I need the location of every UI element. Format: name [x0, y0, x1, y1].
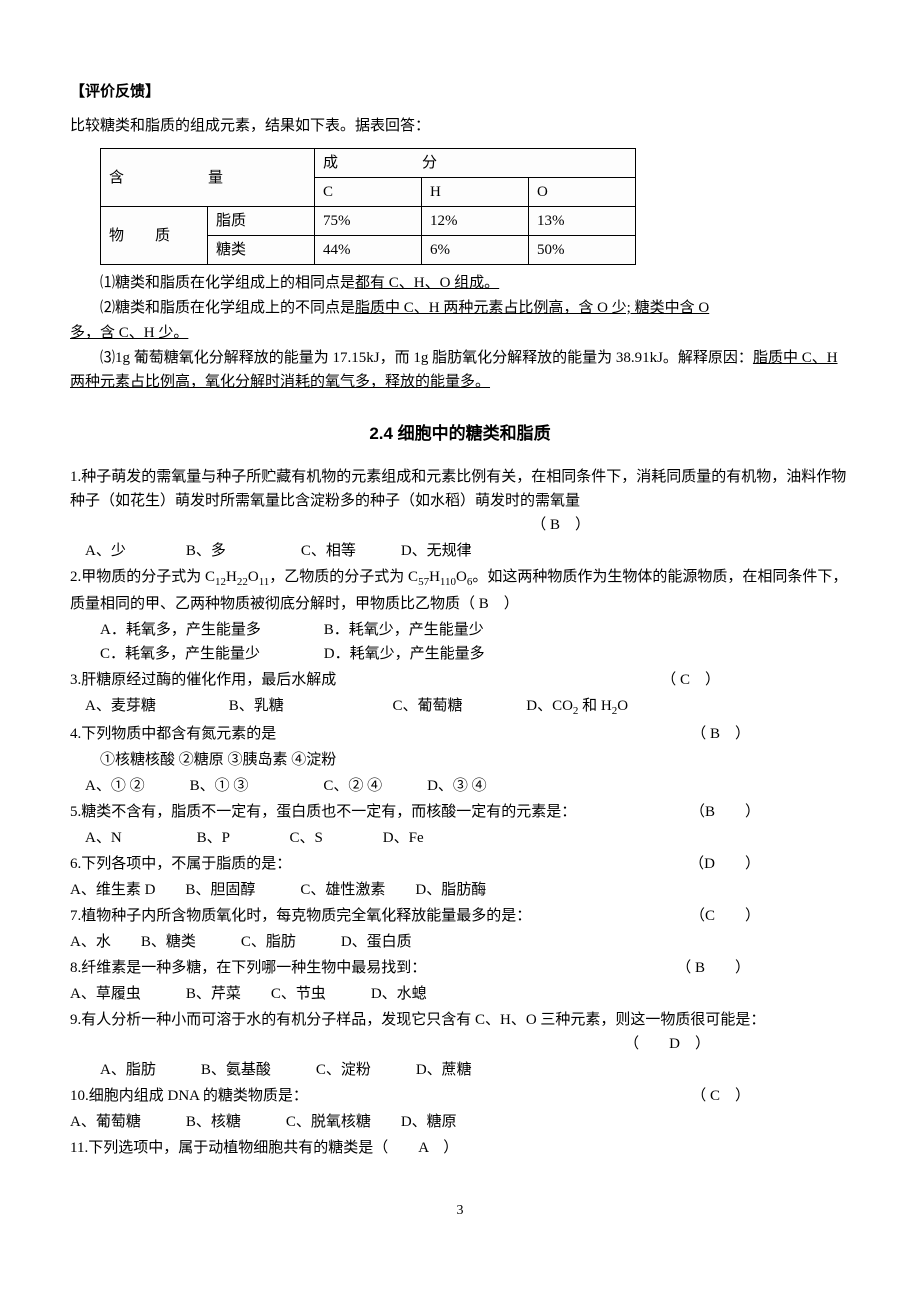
q1-text: 1.种子萌发的需氧量与种子所贮藏有机物的元素组成和元素比例有关，在相同条件下，消… [70, 469, 846, 509]
q2-t5: H [429, 569, 440, 585]
q7-answer: （C ） [690, 904, 850, 928]
q10-options: A、葡萄糖 B、核糖 C、脱氧核糖 D、糖原 [70, 1110, 850, 1134]
question-4: 4.下列物质中都含有氮元素的是 （ B ） [70, 722, 850, 746]
composition-table: 含 量 成 分 C H O 物 质 脂质 75% 12% 13% 糖类 44% … [100, 148, 636, 265]
q10-text: 10.细胞内组成 DNA 的糖类物质是： [70, 1088, 308, 1104]
answer-3: ⑶1g 葡萄糖氧化分解释放的能量为 17.15kJ，而 1g 脂肪氧化分解释放的… [70, 346, 850, 394]
q7-text: 7.植物种子内所含物质氧化时，每克物质完全氧化释放能量最多的是： [70, 908, 531, 924]
a2-answer-part1: 脂质中 C、H 两种元素占比例高，含 O 少; 糖类中含 O [355, 300, 709, 316]
answer-1: ⑴糖类和脂质在化学组成上的相同点是都有 C、H、O 组成。 [70, 271, 850, 295]
answer-2-line1: ⑵糖类和脂质在化学组成上的不同点是脂质中 C、H 两种元素占比例高，含 O 少;… [70, 296, 850, 320]
lipid-h: 12% [422, 207, 529, 236]
th-h: H [422, 178, 529, 207]
th-component: 成 分 [315, 149, 636, 178]
q8-answer: （ B ） [676, 956, 850, 980]
q2-t4: ，乙物质的分子式为 C [269, 569, 418, 585]
question-6: 6.下列各项中，不属于脂质的是： （D ） [70, 852, 850, 876]
q2-s4: 57 [418, 576, 429, 588]
feedback-intro: 比较糖类和脂质的组成元素，结果如下表。据表回答： [70, 114, 850, 138]
q1-answer: （ B ） [531, 513, 850, 537]
q2-s3: 11 [259, 576, 270, 588]
q3d2: 和 H [578, 698, 611, 714]
q8-text: 8.纤维素是一种多糖，在下列哪一种生物中最易找到： [70, 960, 426, 976]
lipid-c: 75% [315, 207, 422, 236]
page-number: 3 [70, 1200, 850, 1222]
q2-options-row2: C．耗氧多，产生能量少 D．耗氧少，产生能量多 [100, 642, 850, 666]
a2-answer-part2: 多，含 C、H 少。 [70, 325, 188, 341]
row-sugar-label: 糖类 [208, 236, 315, 265]
feedback-header: 【评价反馈】 [70, 80, 850, 104]
answer-2-line2: 多，含 C、H 少。 [70, 321, 850, 345]
q3d3: O [617, 698, 628, 714]
q2-t3: O [248, 569, 259, 585]
q5-answer: （B ） [690, 800, 850, 824]
q2-t1: 2.甲物质的分子式为 C [70, 569, 215, 585]
question-1: 1.种子萌发的需氧量与种子所贮藏有机物的元素组成和元素比例有关，在相同条件下，消… [70, 465, 850, 537]
q6-text: 6.下列各项中，不属于脂质的是： [70, 856, 291, 872]
q4-options: A、① ② B、① ③ C、② ④ D、③ ④ [70, 774, 850, 798]
q3-text: 3.肝糖原经过酶的催化作用，最后水解成 [70, 672, 336, 688]
question-9: 9.有人分析一种小而可溶于水的有机分子样品，发现它只含有 C、H、O 三种元素，… [70, 1008, 850, 1056]
th-c: C [315, 178, 422, 207]
q2-opt-d: D．耗氧少，产生能量多 [324, 646, 485, 662]
q5-options: A、N B、P C、S D、Fe [70, 826, 850, 850]
q5-text: 5.糖类不含有，脂质不一定有，蛋白质也不一定有，而核酸一定有的元素是： [70, 804, 576, 820]
th-content: 含 量 [101, 149, 315, 207]
q2-options-row1: A．耗氧多，产生能量多 B．耗氧少，产生能量少 [100, 618, 850, 642]
th-substance: 物 质 [101, 207, 208, 265]
th-o: O [529, 178, 636, 207]
q3d1: D、CO [526, 698, 573, 714]
q6-answer: （D ） [689, 852, 850, 876]
q4-items: ①核糖核酸 ②糖原 ③胰岛素 ④淀粉 [100, 748, 850, 772]
section-title: 2.4 细胞中的糖类和脂质 [70, 420, 850, 447]
q3-options: A、麦芽糖 B、乳糖 C、葡萄糖 D、CO2 和 H2O [70, 694, 850, 721]
question-8: 8.纤维素是一种多糖，在下列哪一种生物中最易找到： （ B ） [70, 956, 850, 980]
question-11: 11.下列选项中，属于动植物细胞共有的糖类是（ A ） [70, 1136, 850, 1160]
sugar-c: 44% [315, 236, 422, 265]
q9-options: A、脂肪 B、氨基酸 C、淀粉 D、蔗糖 [100, 1058, 850, 1082]
q9-answer: （ D ） [624, 1032, 850, 1056]
q1-options: A、少 B、多 C、相等 D、无规律 [70, 539, 850, 563]
q2-opt-c: C．耗氧多，产生能量少 [100, 642, 320, 666]
a1-prefix: ⑴糖类和脂质在化学组成上的相同点是 [100, 275, 355, 291]
q9-text: 9.有人分析一种小而可溶于水的有机分子样品，发现它只含有 C、H、O 三种元素，… [70, 1012, 765, 1028]
question-2: 2.甲物质的分子式为 C12H22O11，乙物质的分子式为 C57H110O6。… [70, 565, 850, 616]
q8-options: A、草履虫 B、芹菜 C、节虫 D、水螅 [70, 982, 850, 1006]
question-3: 3.肝糖原经过酶的催化作用，最后水解成 （ C ） [70, 668, 850, 692]
q6-options: A、维生素 D B、胆固醇 C、雄性激素 D、脂肪酶 [70, 878, 850, 902]
q7-options: A、水 B、糖类 C、脂肪 D、蛋白质 [70, 930, 850, 954]
q4-text: 4.下列物质中都含有氮元素的是 [70, 726, 276, 742]
a3-prefix: ⑶1g 葡萄糖氧化分解释放的能量为 17.15kJ，而 1g 脂肪氧化分解释放的… [100, 350, 753, 366]
question-5: 5.糖类不含有，脂质不一定有，蛋白质也不一定有，而核酸一定有的元素是： （B ） [70, 800, 850, 824]
q3-answer: （ C ） [661, 668, 850, 692]
q3-opt-d: D、CO2 和 H2O [526, 698, 628, 714]
q3-opt-a: A、麦芽糖 [85, 694, 225, 718]
q10-answer: （ C ） [691, 1084, 850, 1108]
q2-opt-a: A．耗氧多，产生能量多 [100, 618, 320, 642]
a2-prefix: ⑵糖类和脂质在化学组成上的不同点是 [100, 300, 355, 316]
q2-s2: 22 [237, 576, 248, 588]
a1-answer: 都有 C、H、O 组成。 [355, 275, 499, 291]
q2-t6: O [456, 569, 467, 585]
row-lipid-label: 脂质 [208, 207, 315, 236]
q3-opt-c: C、葡萄糖 [393, 694, 523, 718]
q2-s1: 12 [215, 576, 226, 588]
q2-s5: 110 [440, 576, 456, 588]
q4-answer: （ B ） [691, 722, 850, 746]
q2-t2: H [226, 569, 237, 585]
q2-opt-b: B．耗氧少，产生能量少 [324, 622, 484, 638]
question-7: 7.植物种子内所含物质氧化时，每克物质完全氧化释放能量最多的是： （C ） [70, 904, 850, 928]
question-10: 10.细胞内组成 DNA 的糖类物质是： （ C ） [70, 1084, 850, 1108]
lipid-o: 13% [529, 207, 636, 236]
sugar-h: 6% [422, 236, 529, 265]
q3-opt-b: B、乳糖 [229, 694, 389, 718]
sugar-o: 50% [529, 236, 636, 265]
